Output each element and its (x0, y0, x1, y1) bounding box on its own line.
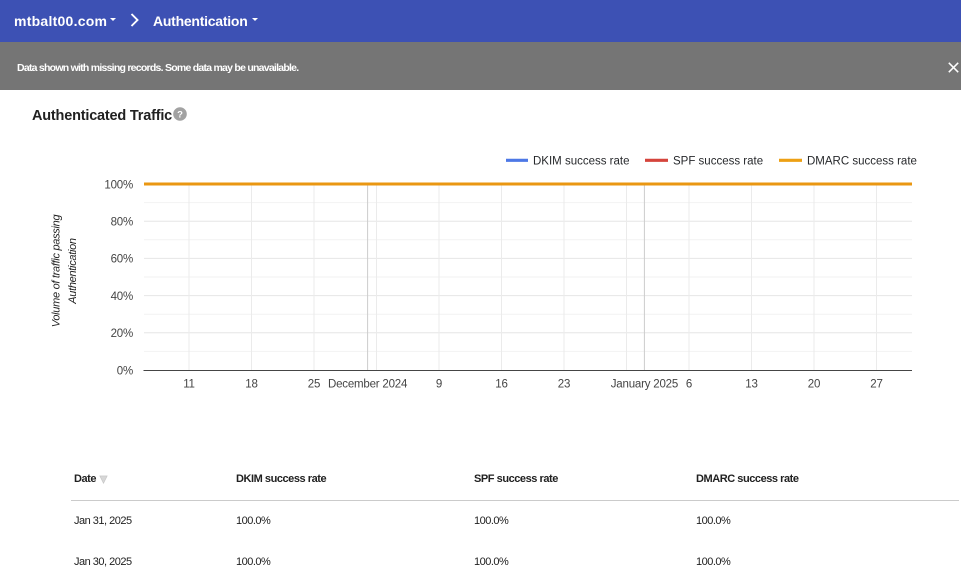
svg-text:27: 27 (870, 378, 882, 390)
svg-text:December 2024: December 2024 (328, 378, 408, 390)
svg-text:SPF success rate: SPF success rate (673, 156, 763, 168)
svg-text:0%: 0% (117, 365, 133, 377)
svg-text:60%: 60% (111, 254, 133, 266)
svg-text:100%: 100% (104, 179, 133, 191)
svg-text:?: ? (177, 109, 183, 120)
svg-text:13: 13 (745, 378, 757, 390)
svg-text:20: 20 (808, 378, 820, 390)
svg-text:DMARC success rate: DMARC success rate (807, 156, 917, 168)
svg-text:40%: 40% (111, 291, 133, 303)
svg-text:11: 11 (183, 378, 195, 390)
svg-text:January 2025: January 2025 (611, 378, 678, 390)
svg-text:16: 16 (495, 378, 507, 390)
svg-text:23: 23 (558, 378, 570, 390)
svg-text:18: 18 (245, 378, 257, 390)
svg-text:9: 9 (436, 378, 442, 390)
svg-text:80%: 80% (111, 217, 133, 229)
svg-text:Authentication: Authentication (67, 238, 79, 305)
svg-text:DKIM success rate: DKIM success rate (533, 156, 630, 168)
svg-text:25: 25 (308, 378, 320, 390)
svg-text:Volume of traffic passing: Volume of traffic passing (51, 214, 63, 328)
svg-text:6: 6 (686, 378, 692, 390)
svg-text:20%: 20% (111, 328, 133, 340)
